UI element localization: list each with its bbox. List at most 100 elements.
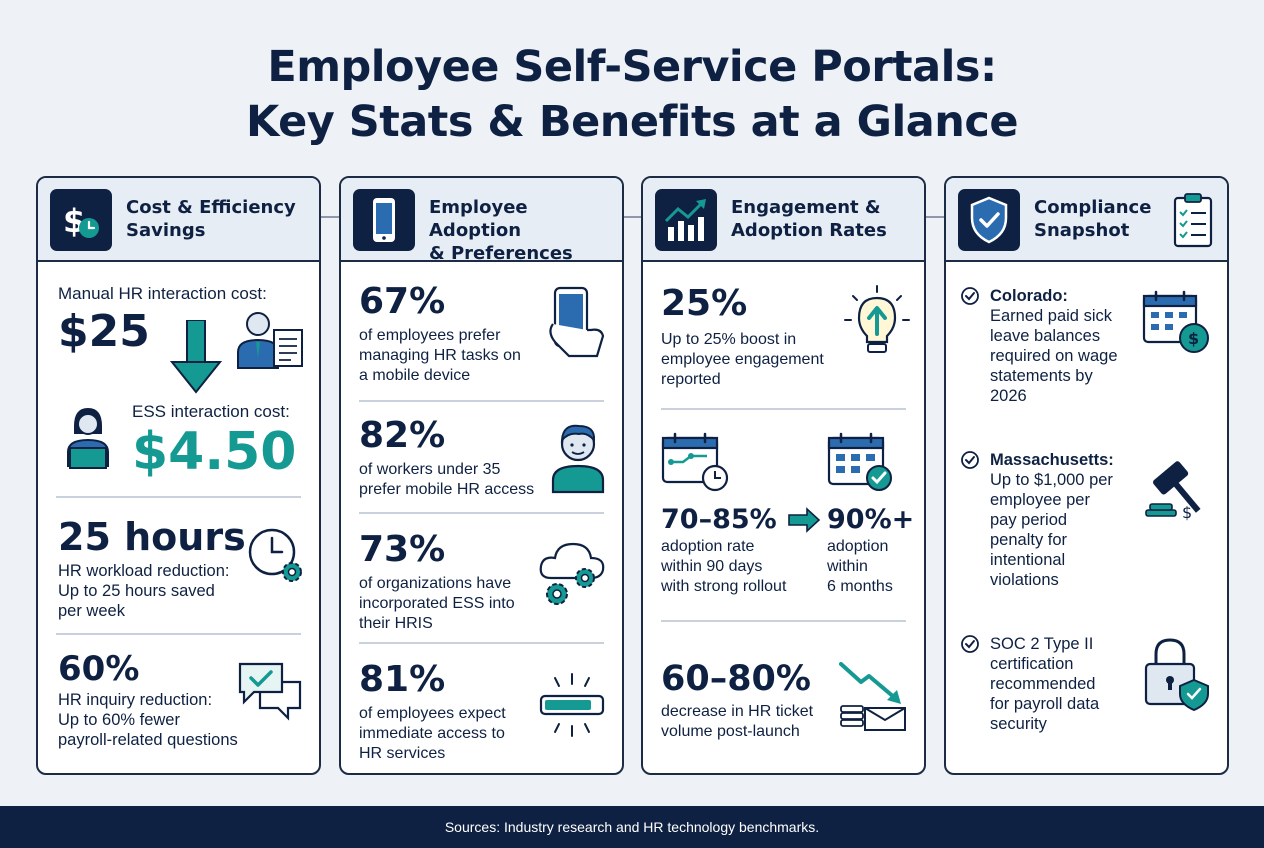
ticket-decrease-description: decrease in HR ticket volume post-launch (661, 702, 813, 742)
stat-line: of workers under 35 (359, 461, 501, 478)
engagement-boost-value: 25% (661, 283, 748, 324)
stat-line: of employees expect (359, 705, 506, 722)
stat-description: of employees prefer managing HR tasks on… (359, 326, 521, 386)
target-line-1: adoption (827, 538, 889, 555)
title-line-2: Key Stats & Benefits at a Glance (246, 97, 1018, 147)
boost-line-2: employee engagement (661, 351, 824, 368)
card-title-line-2: Adoption Rates (731, 220, 887, 241)
rate-line-1: adoption rate (661, 538, 755, 555)
target-line-3: 6 months (827, 578, 893, 595)
hours-description: HR workload reduction: Up to 25 hours sa… (58, 561, 230, 621)
target-line-2: within (827, 558, 868, 575)
connector-2 (622, 216, 642, 218)
person-document-icon (237, 312, 303, 369)
compliance-line: 2026 (990, 387, 1027, 405)
compliance-line: required on wage (990, 347, 1118, 365)
stat-line: managing HR tasks on (359, 347, 521, 364)
card-header: $ Cost & Efficiency Savings (38, 178, 319, 262)
card-compliance-snapshot: Compliance Snapshot Colorado: Earned pai… (944, 176, 1229, 775)
cloud-gears-icon (539, 542, 605, 605)
inquiry-description: HR inquiry reduction: Up to 60% fewer pa… (58, 690, 238, 750)
card-header: Employee Adoption & Preferences (341, 178, 622, 265)
svg-text:$: $ (1188, 329, 1199, 348)
card-title-line-1: Engagement & (731, 197, 881, 218)
compliance-item: Massachusetts: Up to $1,000 per employee… (990, 450, 1114, 590)
svg-text:$: $ (1182, 503, 1192, 522)
stat-value: 73% (359, 529, 446, 570)
clock-gear-icon (248, 528, 302, 582)
footer-sources: Sources: Industry research and HR techno… (0, 806, 1264, 848)
compliance-line: pay period (990, 511, 1068, 529)
ess-cost-value: $4.50 (132, 422, 297, 482)
card-title: Employee Adoption & Preferences (429, 196, 619, 265)
padlock-shield-icon (1144, 638, 1209, 712)
inquiry-value: 60% (58, 649, 140, 689)
divider (359, 400, 604, 402)
compliance-line: intentional (990, 551, 1066, 569)
compliance-item: Colorado: Earned paid sick leave balance… (990, 286, 1118, 406)
chat-check-icon (238, 662, 302, 721)
connector-3 (925, 216, 945, 218)
hours-line-3: per week (58, 602, 125, 620)
card-header: Compliance Snapshot (946, 178, 1227, 262)
gavel-icon: $ (1145, 461, 1201, 522)
card-header: Engagement & Adoption Rates (643, 178, 924, 262)
compliance-line: Earned paid sick (990, 307, 1112, 325)
lightbulb-arrow-icon (844, 285, 910, 353)
connector-1 (321, 216, 341, 218)
card-title-line-1: Compliance (1034, 197, 1152, 218)
stat-line: HR services (359, 745, 446, 762)
divider (359, 642, 604, 644)
check-circle-icon (961, 635, 979, 653)
adoption-rate-value: 70–85% (661, 504, 777, 535)
boost-line-3: reported (661, 371, 721, 388)
compliance-item-heading: SOC 2 Type II (990, 635, 1094, 653)
check-circle-icon (961, 451, 979, 469)
calendar-dollar-icon: $ (1142, 290, 1209, 353)
shield-check-icon (958, 189, 1020, 251)
inquiry-line-2: Up to 60% fewer (58, 711, 180, 729)
stat-line: incorporated ESS into (359, 595, 515, 612)
check-circle-icon (961, 287, 979, 305)
adoption-rate-description: adoption rate within 90 days with strong… (661, 537, 786, 597)
stat-value: 67% (359, 281, 446, 322)
adoption-target-value: 90%+ (827, 504, 915, 535)
compliance-item: SOC 2 Type II certification recommended … (990, 634, 1099, 734)
compliance-item-heading: Colorado: (990, 287, 1068, 305)
clipboard-checklist-icon (1173, 193, 1213, 248)
inquiry-line-1: HR inquiry reduction: (58, 691, 213, 709)
compliance-line: Up to $1,000 per (990, 471, 1113, 489)
boost-line-1: Up to 25% boost in (661, 331, 797, 348)
stat-line: of organizations have (359, 575, 512, 592)
instant-loading-bar-icon (539, 673, 605, 737)
card-title: Engagement & Adoption Rates (731, 196, 921, 242)
ticket-line-2: volume post-launch (661, 723, 800, 740)
stat-description: of organizations have incorporated ESS i… (359, 574, 515, 634)
card-title-line-2: Snapshot (1034, 220, 1130, 241)
smartphone-icon (353, 189, 415, 251)
stat-line: a mobile device (359, 367, 471, 384)
inquiry-line-3: payroll-related questions (58, 731, 238, 749)
divider (661, 408, 906, 410)
compliance-line: statements by (990, 367, 1093, 385)
compliance-line: security (990, 715, 1047, 733)
compliance-line: penalty for (990, 531, 1068, 549)
hours-line-2: Up to 25 hours saved (58, 582, 215, 600)
ticket-decrease-value: 60–80% (661, 659, 811, 699)
divider (56, 633, 301, 635)
rate-line-2: within 90 days (661, 558, 763, 575)
page-title: Employee Self-Service Portals: Key Stats… (0, 40, 1264, 150)
hours-value: 25 hours (58, 515, 246, 559)
arrow-right-icon (788, 507, 821, 533)
engagement-boost-description: Up to 25% boost in employee engagement r… (661, 330, 824, 390)
ticket-line-1: decrease in HR ticket (661, 703, 814, 720)
arrow-down-icon (170, 320, 222, 394)
divider (359, 512, 604, 514)
card-employee-adoption: Employee Adoption & Preferences 67% of e… (339, 176, 624, 775)
calendar-check-icon (827, 432, 892, 491)
card-title: Compliance Snapshot (1034, 196, 1164, 242)
divider (661, 620, 906, 622)
stat-line: of employees prefer (359, 327, 501, 344)
compliance-item-heading: Massachusetts: (990, 451, 1114, 469)
stat-line: prefer mobile HR access (359, 481, 535, 498)
